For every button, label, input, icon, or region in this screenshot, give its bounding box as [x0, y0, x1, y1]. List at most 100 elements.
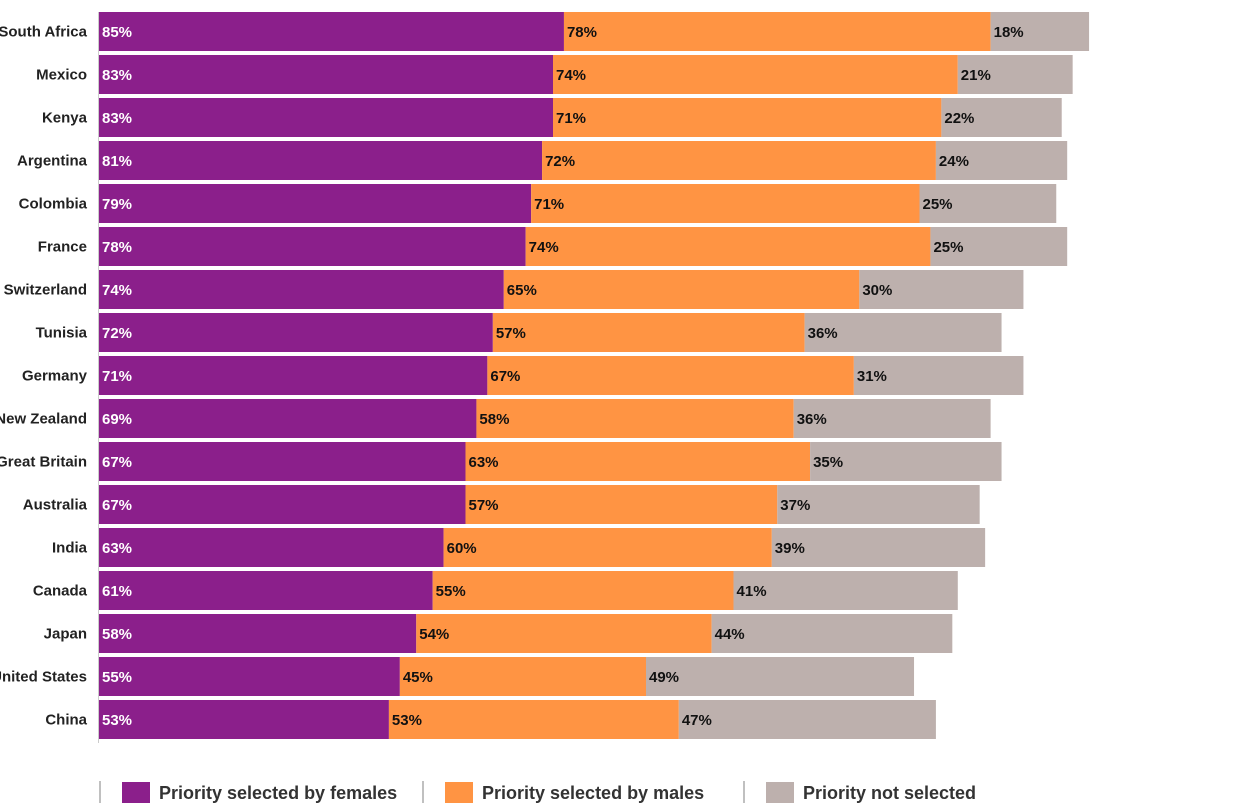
data-label: 72% [102, 325, 132, 342]
bar-segment-males [388, 700, 679, 739]
bar-segment-not-selected [941, 98, 1062, 137]
data-label: 67% [102, 497, 132, 514]
labels-layer: South Africa 85% 78% 18% Mexico 83% 74% 21% Keny… [0, 24, 1024, 730]
category-label: Tunisia [36, 325, 88, 342]
bar-segment-males [492, 313, 805, 352]
data-label: 63% [468, 454, 498, 471]
category-label: New Zealand [0, 411, 87, 428]
bar-segment-males [563, 12, 991, 51]
data-label: 78% [102, 239, 132, 256]
bar-segment-females [99, 571, 433, 610]
category-label: Germany [22, 368, 88, 385]
category-label: United States [0, 669, 87, 686]
data-label: 74% [529, 239, 559, 256]
data-label: 36% [808, 325, 838, 342]
data-label: 31% [857, 368, 887, 385]
category-label: Mexico [36, 67, 87, 84]
data-label: 49% [649, 669, 679, 686]
legend-swatch [766, 782, 794, 803]
bar-segment-females [99, 700, 389, 739]
bar-segment-females [99, 657, 400, 696]
bar-segment-females [99, 270, 504, 309]
bar-segment-not-selected [859, 270, 1024, 309]
bar-segment-males [476, 399, 794, 438]
data-label: 57% [496, 325, 526, 342]
bar-segment-males [465, 442, 811, 481]
data-label: 53% [392, 712, 422, 729]
data-label: 69% [102, 411, 132, 428]
category-label: China [45, 712, 87, 729]
data-label: 21% [961, 67, 991, 84]
data-label: 35% [813, 454, 843, 471]
data-label: 47% [682, 712, 712, 729]
data-label: 36% [797, 411, 827, 428]
legend-swatch [445, 782, 473, 803]
bar-segment-females [99, 184, 532, 223]
category-label: Switzerland [4, 282, 87, 299]
legend-label: Priority not selected [803, 783, 976, 803]
legend-label: Priority selected by males [482, 783, 704, 803]
data-label: 18% [994, 24, 1024, 41]
data-label: 25% [933, 239, 963, 256]
bar-segment-females [99, 399, 477, 438]
category-label: France [38, 239, 87, 256]
category-label: South Africa [0, 24, 88, 41]
data-label: 74% [102, 282, 132, 299]
bar-segment-not-selected [711, 614, 953, 653]
bar-segment-not-selected [777, 485, 980, 524]
bar-segment-males [503, 270, 860, 309]
bar-segment-not-selected [990, 12, 1090, 51]
category-label: Australia [23, 497, 88, 514]
data-label: 24% [939, 153, 969, 170]
data-label: 57% [468, 497, 498, 514]
legend-swatch [122, 782, 150, 803]
bar-segment-males [542, 141, 936, 180]
bar-segment-not-selected [793, 399, 991, 438]
bar-segment-males [553, 55, 958, 94]
data-label: 65% [507, 282, 537, 299]
bar-segment-not-selected [930, 227, 1068, 266]
data-label: 71% [556, 110, 586, 127]
bar-segment-not-selected [678, 700, 936, 739]
bar-segment-not-selected [810, 442, 1002, 481]
bar-segment-males [399, 657, 646, 696]
bar-segment-males [525, 227, 931, 266]
category-label: Colombia [19, 196, 88, 213]
data-label: 83% [102, 110, 132, 127]
legend-label: Priority selected by females [159, 783, 397, 803]
data-label: 71% [102, 368, 132, 385]
data-label: 45% [403, 669, 433, 686]
bar-segment-females [99, 442, 466, 481]
bar-segment-males [487, 356, 854, 395]
data-label: 71% [534, 196, 564, 213]
bar-segment-not-selected [853, 356, 1024, 395]
bar-segment-females [99, 485, 466, 524]
bar-segment-females [99, 614, 417, 653]
data-label: 83% [102, 67, 132, 84]
bar-segment-males [465, 485, 778, 524]
data-label: 55% [102, 669, 132, 686]
data-label: 58% [102, 626, 132, 643]
bar-segment-not-selected [733, 571, 958, 610]
bar-segment-not-selected [919, 184, 1057, 223]
data-label: 53% [102, 712, 132, 729]
data-label: 67% [490, 368, 520, 385]
bar-segment-males [416, 614, 712, 653]
category-label: India [52, 540, 88, 557]
data-label: 67% [102, 454, 132, 471]
category-label: Canada [33, 583, 88, 600]
bar-segment-males [553, 98, 942, 137]
data-label: 58% [479, 411, 509, 428]
data-label: 41% [737, 583, 767, 600]
data-label: 25% [923, 196, 953, 213]
data-label: 74% [556, 67, 586, 84]
data-label: 55% [436, 583, 466, 600]
bar-segment-males [443, 528, 772, 567]
bar-segment-females [99, 55, 554, 94]
data-label: 44% [715, 626, 745, 643]
data-label: 37% [780, 497, 810, 514]
bar-segment-not-selected [935, 141, 1068, 180]
bar-segment-not-selected [957, 55, 1073, 94]
